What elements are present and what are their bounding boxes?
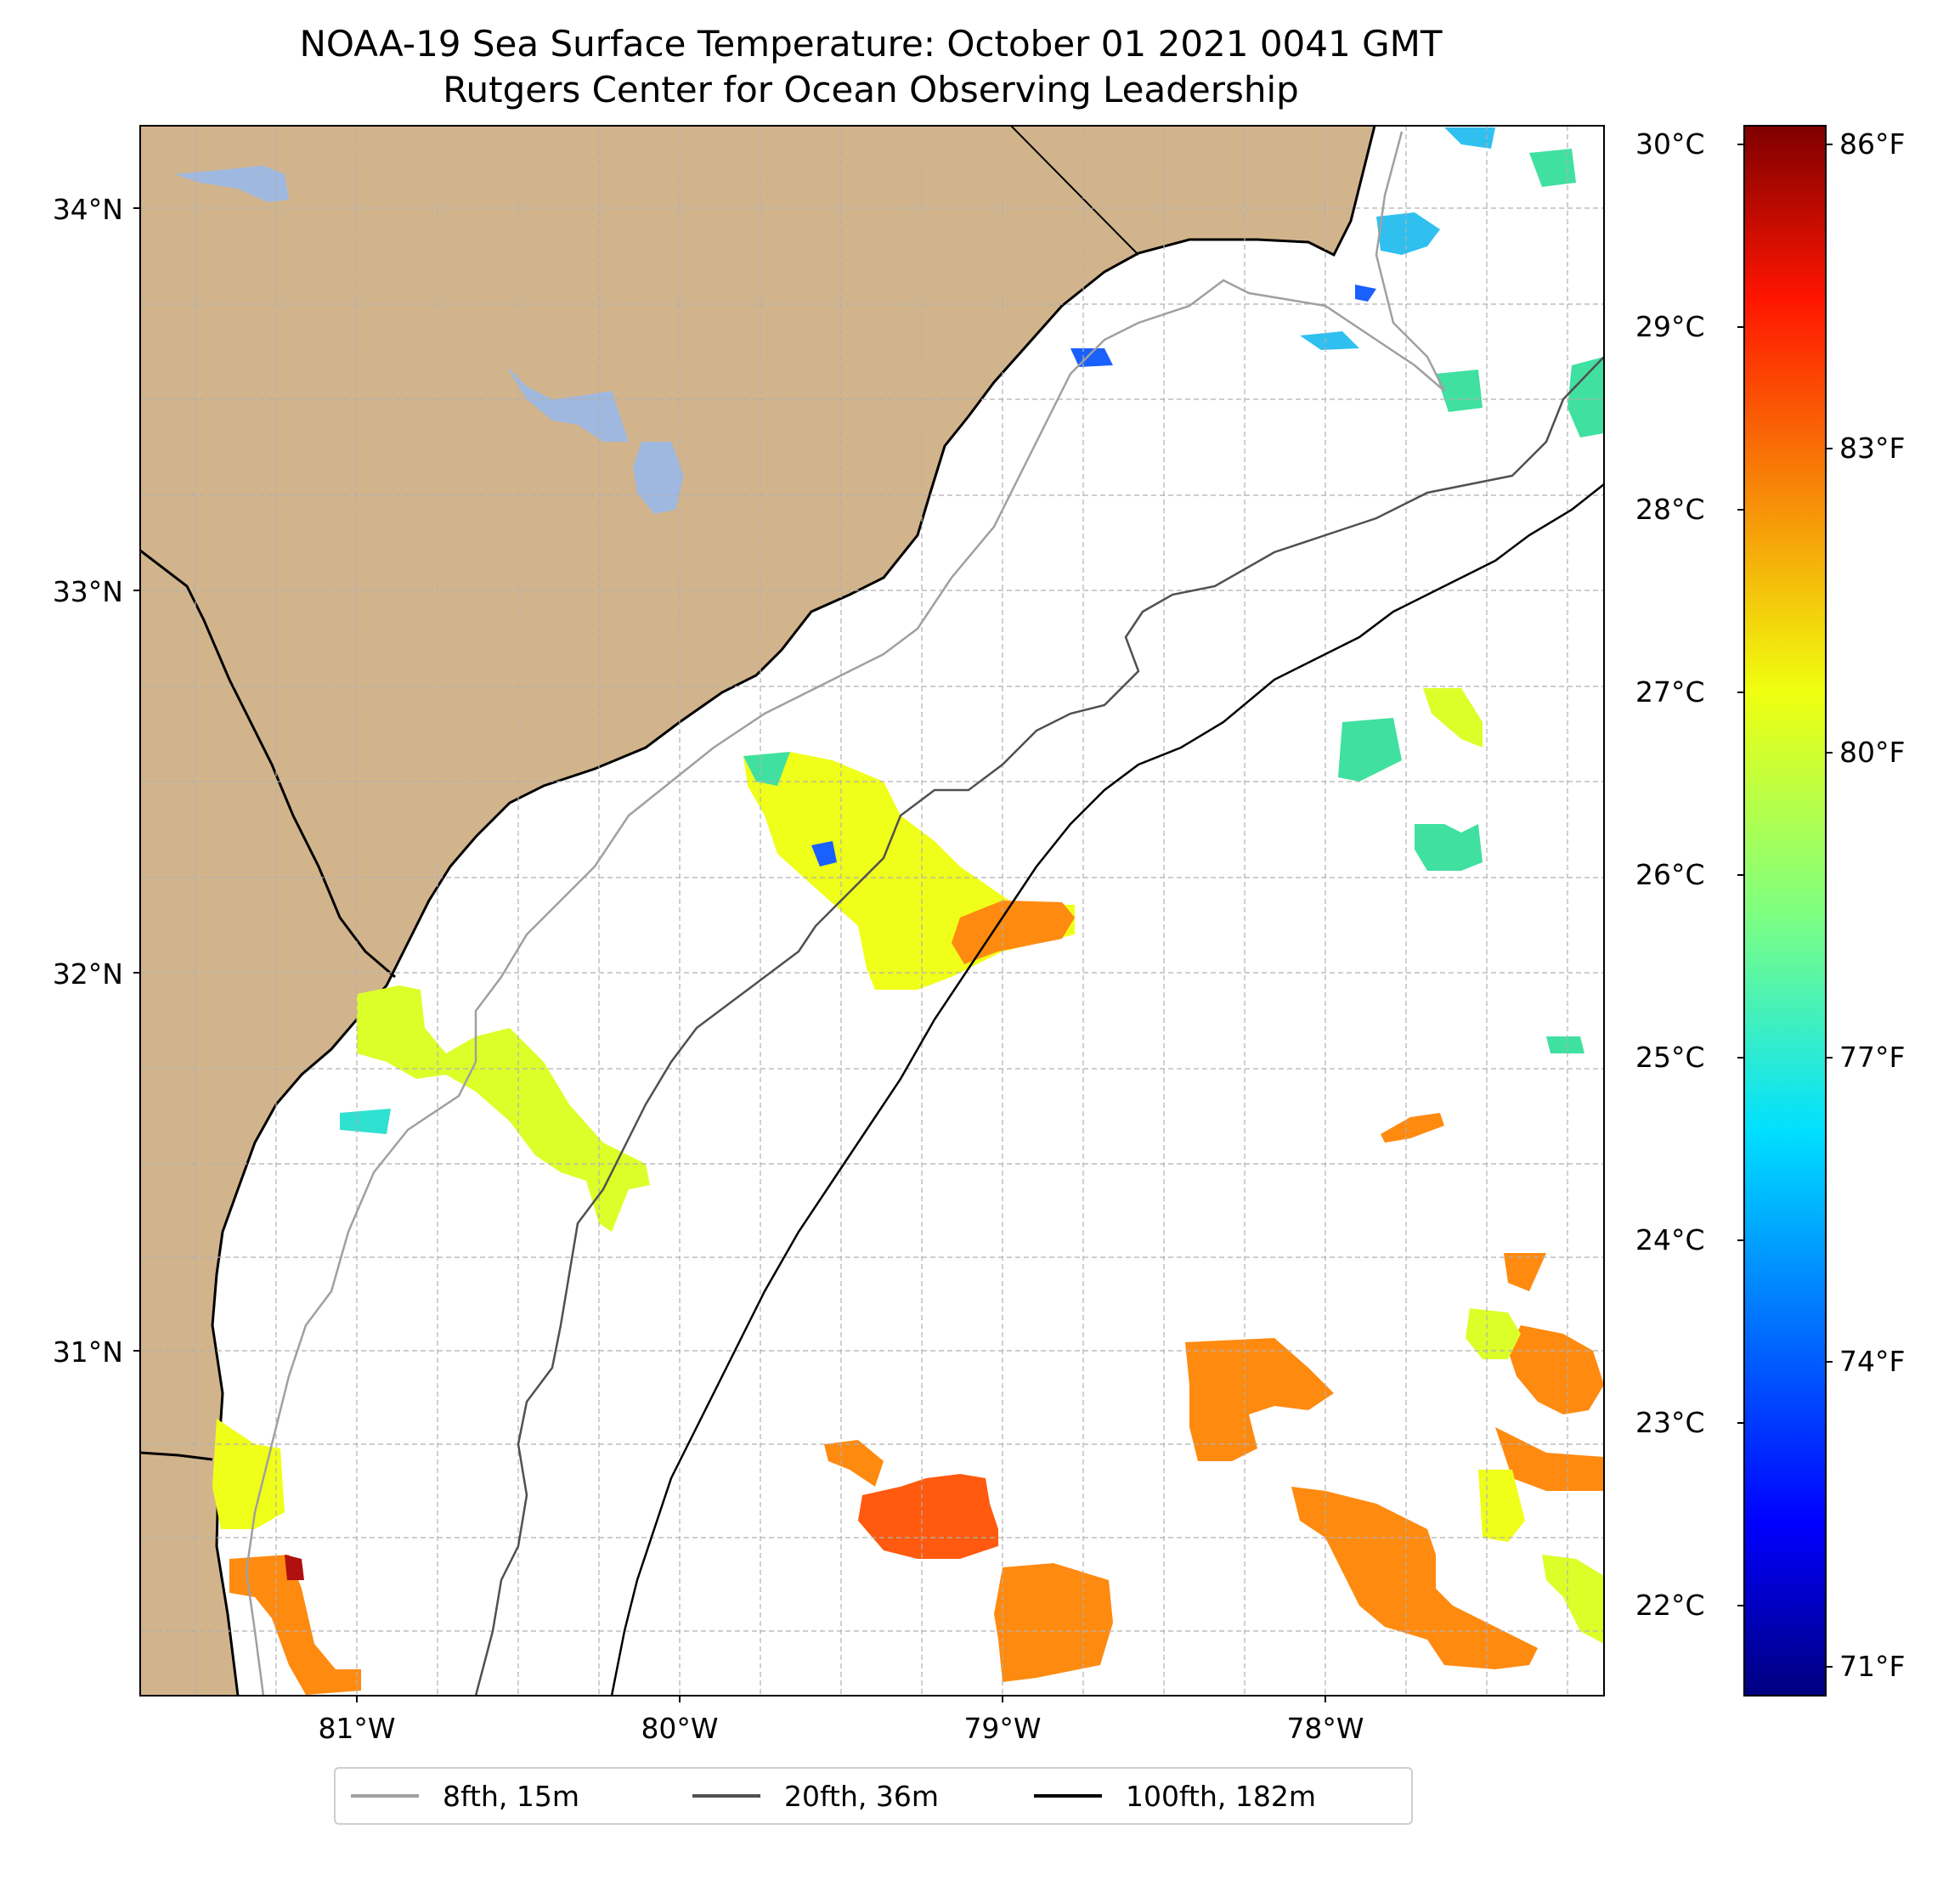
- colorbar-label-f: 74°F: [1839, 1345, 1906, 1378]
- legend-label: 8fth, 15m: [443, 1779, 580, 1813]
- sst-patch: [1466, 1308, 1521, 1359]
- colorbar-label-c: 27°C: [1635, 675, 1705, 709]
- legend-item-100fth: 100fth, 182m: [1034, 1769, 1316, 1823]
- sst-patch: [285, 1555, 304, 1580]
- colorbar-ticks: [1737, 144, 1833, 1668]
- sst-patch: [357, 985, 650, 1232]
- axis-ticks: [133, 207, 1326, 1702]
- lat-label-31: 31°N: [52, 1335, 123, 1369]
- sst-patch: [1423, 688, 1483, 748]
- sst-patch: [1291, 1487, 1538, 1669]
- map-frame: [139, 125, 1605, 1697]
- isobath-legend: 8fth, 15m 20fth, 36m 100fth, 182m: [334, 1767, 1413, 1825]
- lat-label-34: 34°N: [52, 193, 123, 226]
- sst-patch: [1381, 1113, 1444, 1143]
- legend-line-icon: [351, 1794, 419, 1798]
- colorbar-label-c: 25°C: [1635, 1041, 1705, 1074]
- isobath-100fth: [610, 483, 1604, 1696]
- sst-patch: [1546, 1036, 1584, 1053]
- lon-label-80: 80°W: [641, 1712, 719, 1745]
- state-border-nc-sc: [1010, 126, 1139, 256]
- sst-patch: [1376, 212, 1440, 255]
- lat-label-33: 33°N: [52, 575, 123, 608]
- colorbar-label-c: 22°C: [1635, 1589, 1705, 1622]
- sst-patch: [1542, 1555, 1604, 1644]
- colorbar-label-c: 28°C: [1635, 493, 1705, 526]
- state-border-sc-ga: [140, 549, 396, 979]
- sst-patch: [1478, 1470, 1525, 1542]
- sst-patch: [994, 1563, 1113, 1682]
- lon-label-81: 81°W: [318, 1712, 396, 1745]
- sst-patch: [1508, 1325, 1604, 1414]
- map-title-line2: Rutgers Center for Ocean Observing Leade…: [443, 69, 1299, 110]
- sst-patch: [1444, 127, 1495, 149]
- sst-patch: [1567, 357, 1604, 438]
- sst-patch: [858, 1474, 998, 1559]
- colorbar-label-c: 30°C: [1635, 127, 1705, 161]
- sst-patches: [212, 127, 1604, 1695]
- state-border-ga-fl: [140, 1451, 213, 1461]
- sst-patch: [1436, 370, 1483, 412]
- lake-small: [174, 166, 289, 202]
- map-title-line1: NOAA-19 Sea Surface Temperature: October…: [299, 23, 1443, 65]
- legend-label: 100fth, 182m: [1126, 1779, 1316, 1813]
- gridlines: [140, 126, 1604, 1696]
- lon-label-79: 79°W: [963, 1712, 1042, 1745]
- sst-patch: [212, 1419, 285, 1529]
- map-area: [140, 126, 1604, 1696]
- sst-patch: [1529, 149, 1576, 187]
- sst-patch: [1504, 1253, 1546, 1291]
- sst-patch: [811, 841, 837, 867]
- isobath-8fth: [245, 131, 1446, 1696]
- sst-patch: [824, 1440, 884, 1487]
- colorbar: [1743, 125, 1827, 1697]
- legend-item-20fth: 20fth, 36m: [692, 1769, 939, 1823]
- legend-line-icon: [1034, 1794, 1102, 1798]
- colorbar-label-c: 24°C: [1635, 1223, 1705, 1256]
- colorbar-label-c: 26°C: [1635, 858, 1705, 891]
- lon-label-78: 78°W: [1286, 1712, 1364, 1745]
- sst-patch: [1185, 1338, 1334, 1461]
- colorbar-label-f: 80°F: [1839, 736, 1906, 769]
- sst-patch: [743, 752, 790, 786]
- colorbar-label-c: 23°C: [1635, 1406, 1705, 1439]
- legend-line-icon: [692, 1794, 760, 1798]
- sst-patch: [229, 1555, 361, 1695]
- legend-item-8fth: 8fth, 15m: [351, 1769, 579, 1823]
- land-mass: [140, 126, 1375, 1696]
- colorbar-label-f: 77°F: [1839, 1041, 1906, 1074]
- lake-marion: [506, 365, 629, 442]
- lat-label-32: 32°N: [52, 957, 123, 991]
- isobath-20fth: [474, 356, 1604, 1696]
- lake-moultrie: [633, 442, 684, 514]
- sst-patch: [1338, 718, 1402, 782]
- legend-label: 20fth, 36m: [784, 1779, 939, 1813]
- colorbar-label-f: 71°F: [1839, 1650, 1906, 1683]
- sst-patch: [340, 1109, 391, 1134]
- sst-patch: [1415, 824, 1483, 871]
- sst-patch: [1495, 1427, 1604, 1491]
- sst-patch: [743, 752, 1075, 990]
- sst-patch: [1300, 331, 1359, 350]
- sst-patch: [1355, 285, 1376, 302]
- colorbar-label-f: 83°F: [1839, 432, 1906, 465]
- colorbar-label-c: 29°C: [1635, 310, 1705, 343]
- colorbar-label-f: 86°F: [1839, 127, 1906, 161]
